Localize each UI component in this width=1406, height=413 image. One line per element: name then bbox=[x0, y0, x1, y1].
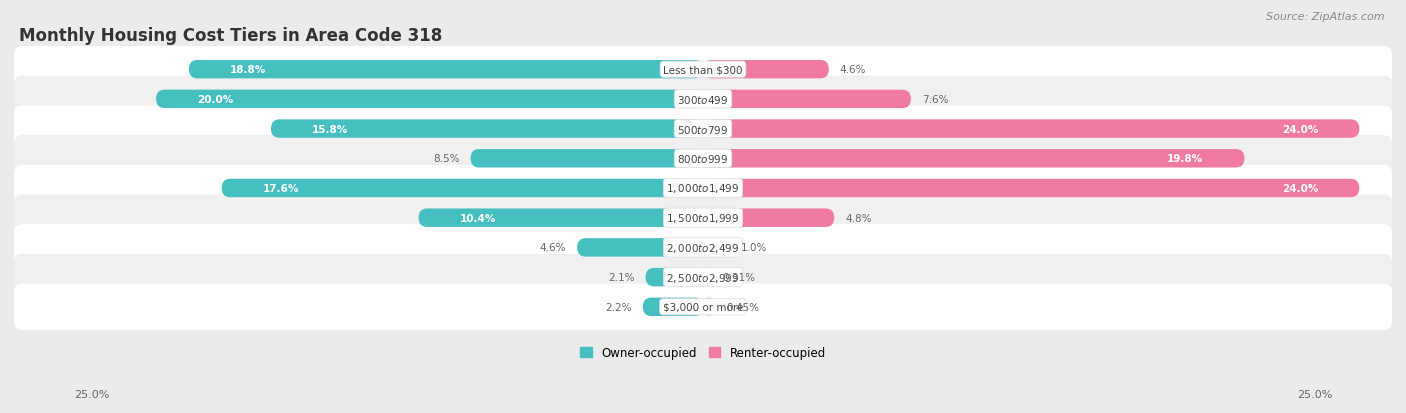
FancyBboxPatch shape bbox=[471, 150, 703, 168]
Text: 0.45%: 0.45% bbox=[727, 302, 759, 312]
FancyBboxPatch shape bbox=[703, 209, 834, 228]
FancyBboxPatch shape bbox=[14, 284, 1392, 330]
Text: 7.6%: 7.6% bbox=[922, 95, 948, 104]
FancyBboxPatch shape bbox=[14, 47, 1392, 93]
Legend: Owner-occupied, Renter-occupied: Owner-occupied, Renter-occupied bbox=[575, 342, 831, 364]
Text: 25.0%: 25.0% bbox=[73, 389, 110, 399]
Text: Source: ZipAtlas.com: Source: ZipAtlas.com bbox=[1267, 12, 1385, 22]
FancyBboxPatch shape bbox=[14, 254, 1392, 301]
FancyBboxPatch shape bbox=[222, 179, 703, 198]
FancyBboxPatch shape bbox=[14, 225, 1392, 271]
Text: $2,500 to $2,999: $2,500 to $2,999 bbox=[666, 271, 740, 284]
Text: 10.4%: 10.4% bbox=[460, 213, 496, 223]
FancyBboxPatch shape bbox=[703, 120, 1360, 138]
FancyBboxPatch shape bbox=[703, 179, 1360, 198]
Text: 25.0%: 25.0% bbox=[1296, 389, 1333, 399]
Text: 19.8%: 19.8% bbox=[1167, 154, 1204, 164]
FancyBboxPatch shape bbox=[703, 239, 730, 257]
Text: 18.8%: 18.8% bbox=[231, 65, 266, 75]
Text: 0.31%: 0.31% bbox=[723, 273, 755, 282]
Text: $800 to $999: $800 to $999 bbox=[678, 153, 728, 165]
Text: 4.8%: 4.8% bbox=[845, 213, 872, 223]
FancyBboxPatch shape bbox=[703, 150, 1244, 168]
Text: $2,000 to $2,499: $2,000 to $2,499 bbox=[666, 241, 740, 254]
FancyBboxPatch shape bbox=[578, 239, 703, 257]
FancyBboxPatch shape bbox=[14, 136, 1392, 182]
FancyBboxPatch shape bbox=[645, 268, 703, 287]
Text: 4.6%: 4.6% bbox=[540, 243, 567, 253]
FancyBboxPatch shape bbox=[271, 120, 703, 138]
Text: 4.6%: 4.6% bbox=[839, 65, 866, 75]
FancyBboxPatch shape bbox=[14, 106, 1392, 152]
Text: $500 to $799: $500 to $799 bbox=[678, 123, 728, 135]
Text: 15.8%: 15.8% bbox=[312, 124, 349, 134]
FancyBboxPatch shape bbox=[14, 76, 1392, 123]
FancyBboxPatch shape bbox=[703, 268, 711, 287]
Text: $300 to $499: $300 to $499 bbox=[678, 94, 728, 106]
Text: 17.6%: 17.6% bbox=[263, 183, 299, 194]
Text: $3,000 or more: $3,000 or more bbox=[662, 302, 744, 312]
Text: 1.0%: 1.0% bbox=[741, 243, 768, 253]
FancyBboxPatch shape bbox=[643, 298, 703, 316]
Text: 20.0%: 20.0% bbox=[197, 95, 233, 104]
FancyBboxPatch shape bbox=[419, 209, 703, 228]
FancyBboxPatch shape bbox=[703, 90, 911, 109]
FancyBboxPatch shape bbox=[14, 195, 1392, 241]
Text: $1,000 to $1,499: $1,000 to $1,499 bbox=[666, 182, 740, 195]
Text: Monthly Housing Cost Tiers in Area Code 318: Monthly Housing Cost Tiers in Area Code … bbox=[20, 27, 443, 45]
FancyBboxPatch shape bbox=[188, 61, 703, 79]
FancyBboxPatch shape bbox=[703, 61, 828, 79]
Text: 2.2%: 2.2% bbox=[606, 302, 631, 312]
Text: Less than $300: Less than $300 bbox=[664, 65, 742, 75]
Text: 24.0%: 24.0% bbox=[1282, 183, 1319, 194]
Text: $1,500 to $1,999: $1,500 to $1,999 bbox=[666, 212, 740, 225]
Text: 24.0%: 24.0% bbox=[1282, 124, 1319, 134]
FancyBboxPatch shape bbox=[703, 298, 716, 316]
Text: 2.1%: 2.1% bbox=[609, 273, 634, 282]
FancyBboxPatch shape bbox=[156, 90, 703, 109]
Text: 8.5%: 8.5% bbox=[433, 154, 460, 164]
FancyBboxPatch shape bbox=[14, 166, 1392, 211]
